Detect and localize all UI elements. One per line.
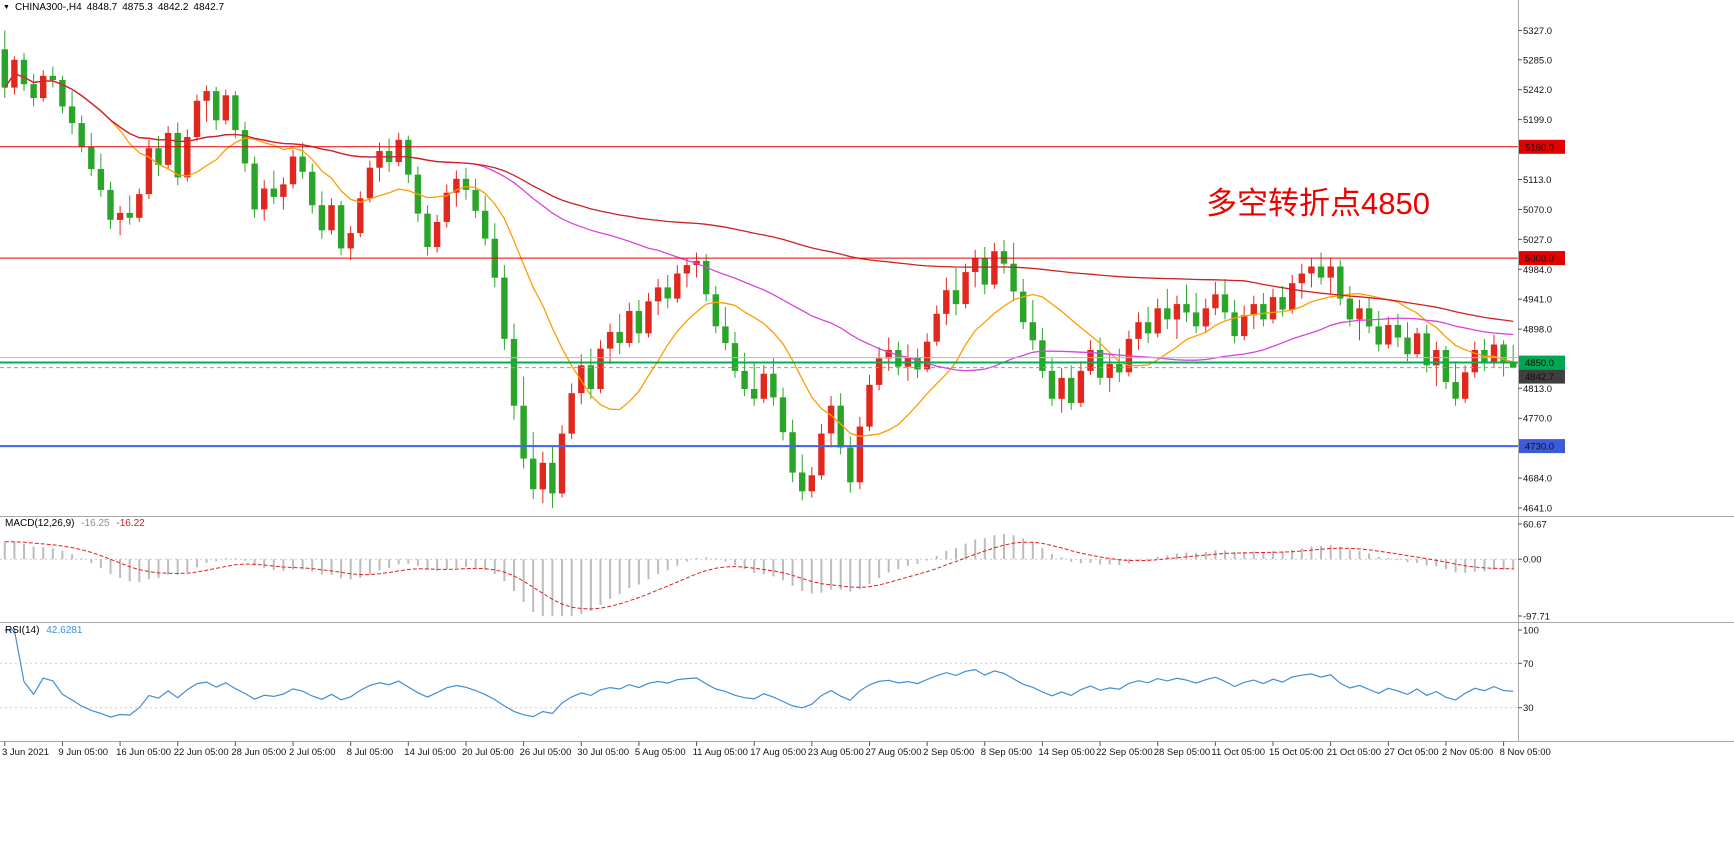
ma-fast-line bbox=[4, 72, 1514, 438]
axis-tick-label: 5113.0 bbox=[1523, 175, 1551, 186]
price-level-badge: 5160.0 bbox=[1525, 142, 1554, 153]
price-level-badge: 4850.0 bbox=[1525, 358, 1554, 369]
x-axis-label: 14 Sep 05:00 bbox=[1038, 747, 1095, 758]
rsi-indicator-label: RSI(14) 42.6281 bbox=[5, 625, 86, 636]
rsi-name: RSI(14) bbox=[5, 625, 40, 636]
ma-slow-line bbox=[4, 72, 1514, 323]
x-axis-label: 3 Jun 2021 bbox=[2, 747, 49, 758]
axis-tick-label: 5285.0 bbox=[1523, 55, 1552, 66]
axis-tick-label: 4641.0 bbox=[1523, 504, 1552, 515]
axis-tick-label: 4898.0 bbox=[1523, 325, 1552, 336]
x-axis-label: 11 Oct 05:00 bbox=[1211, 747, 1265, 758]
candles-layer bbox=[1, 30, 1517, 508]
macd-signal-line bbox=[4, 541, 1514, 610]
axis-tick-label: 30 bbox=[1523, 703, 1534, 714]
price-level-badge: 5000.0 bbox=[1525, 254, 1554, 265]
x-axis-label: 22 Jun 05:00 bbox=[174, 747, 229, 758]
ohlc-low-value: 4842.2 bbox=[157, 2, 189, 13]
moving-averages-layer bbox=[4, 72, 1514, 438]
axis-tick-label: 4813.0 bbox=[1523, 384, 1552, 395]
price-axis: 5327.0 5285.0 5242.0 5199.0 5113.0 5070.0 5027… bbox=[1518, 26, 1565, 515]
chart-annotation-text: 多空转折点4850 bbox=[1206, 186, 1430, 221]
x-axis-label: 9 Jun 05:00 bbox=[58, 747, 108, 758]
axis-tick-label: 4684.0 bbox=[1523, 474, 1552, 485]
price-level-badge: 4842.7 bbox=[1525, 372, 1554, 383]
x-axis-label: 5 Aug 05:00 bbox=[635, 747, 686, 758]
time-axis: 3 Jun 2021 9 Jun 05:00 16 Jun 05:00 22 Jun … bbox=[2, 741, 1551, 758]
x-axis-label: 15 Oct 05:00 bbox=[1269, 747, 1323, 758]
x-axis-label: 28 Sep 05:00 bbox=[1154, 747, 1211, 758]
x-axis-label: 2 Jul 05:00 bbox=[289, 747, 335, 758]
rsi-value: 42.6281 bbox=[46, 625, 83, 636]
macd-name: MACD(12,26,9) bbox=[5, 518, 75, 529]
x-axis-label: 26 Jul 05:00 bbox=[520, 747, 572, 758]
x-axis-label: 20 Jul 05:00 bbox=[462, 747, 514, 758]
axis-tick-label: 0.00 bbox=[1523, 555, 1542, 566]
x-axis-label: 11 Aug 05:00 bbox=[693, 747, 748, 758]
axis-tick-label: 5242.0 bbox=[1523, 85, 1552, 96]
x-axis-label: 28 Jun 05:00 bbox=[231, 747, 286, 758]
panel-frame bbox=[0, 0, 1734, 742]
macd-main-value: -16.25 bbox=[81, 518, 110, 529]
chart-title-overlay: ▼ CHINA300-,H4 4848.7 4875.3 4842.2 4842… bbox=[3, 2, 224, 13]
x-axis-label: 14 Jul 05:00 bbox=[404, 747, 456, 758]
axis-tick-label: -97.71 bbox=[1523, 612, 1550, 623]
x-axis-label: 2 Nov 05:00 bbox=[1442, 747, 1493, 758]
x-axis-label: 22 Sep 05:00 bbox=[1096, 747, 1153, 758]
symbol-period-label: CHINA300-,H4 bbox=[14, 2, 82, 13]
x-axis-label: 27 Oct 05:00 bbox=[1384, 747, 1438, 758]
rsi-line bbox=[4, 629, 1514, 718]
x-axis-label: 23 Aug 05:00 bbox=[808, 747, 864, 758]
macd-layer: 60.67 0.00 -97.71 bbox=[0, 520, 1550, 623]
ohlc-high-value: 4875.3 bbox=[122, 2, 153, 13]
axis-tick-label: 4770.0 bbox=[1523, 414, 1552, 425]
horizontal-levels-layer bbox=[0, 146, 1518, 448]
axis-tick-label: 5327.0 bbox=[1523, 26, 1552, 37]
axis-tick-label: 5027.0 bbox=[1523, 235, 1552, 246]
axis-tick-label: 70 bbox=[1523, 659, 1534, 670]
x-axis-label: 30 Jul 05:00 bbox=[577, 747, 629, 758]
axis-tick-label: 60.67 bbox=[1523, 520, 1547, 531]
x-axis-label: 8 Sep 05:00 bbox=[981, 747, 1032, 758]
x-axis-label: 2 Sep 05:00 bbox=[923, 747, 974, 758]
macd-signal-value: -16.22 bbox=[116, 518, 145, 529]
x-axis-label: 8 Nov 05:00 bbox=[1500, 747, 1551, 758]
axis-tick-label: 4984.0 bbox=[1523, 265, 1552, 276]
rsi-layer: 100 70 30 bbox=[0, 626, 1539, 718]
axis-tick-label: 100 bbox=[1523, 626, 1539, 637]
symbol-dropdown-icon[interactable]: ▼ bbox=[3, 3, 10, 11]
ohlc-open-value: 4848.7 bbox=[86, 2, 118, 13]
axis-tick-label: 4941.0 bbox=[1523, 295, 1552, 306]
x-axis-label: 8 Jul 05:00 bbox=[347, 747, 393, 758]
x-axis-label: 21 Oct 05:00 bbox=[1327, 747, 1381, 758]
x-axis-label: 16 Jun 05:00 bbox=[116, 747, 171, 758]
ohlc-close-value: 4842.7 bbox=[193, 2, 225, 13]
x-axis-label: 17 Aug 05:00 bbox=[750, 747, 806, 758]
macd-indicator-label: MACD(12,26,9) -16.25 -16.22 bbox=[5, 518, 149, 529]
price-level-badge: 4730.0 bbox=[1525, 442, 1554, 453]
axis-tick-label: 5070.0 bbox=[1523, 205, 1552, 216]
x-axis-label: 27 Aug 05:00 bbox=[866, 747, 922, 758]
axis-tick-label: 5199.0 bbox=[1523, 115, 1552, 126]
